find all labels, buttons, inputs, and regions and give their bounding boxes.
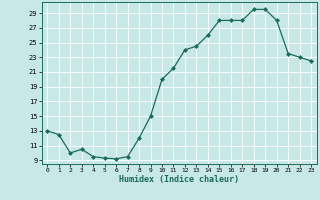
X-axis label: Humidex (Indice chaleur): Humidex (Indice chaleur): [119, 175, 239, 184]
